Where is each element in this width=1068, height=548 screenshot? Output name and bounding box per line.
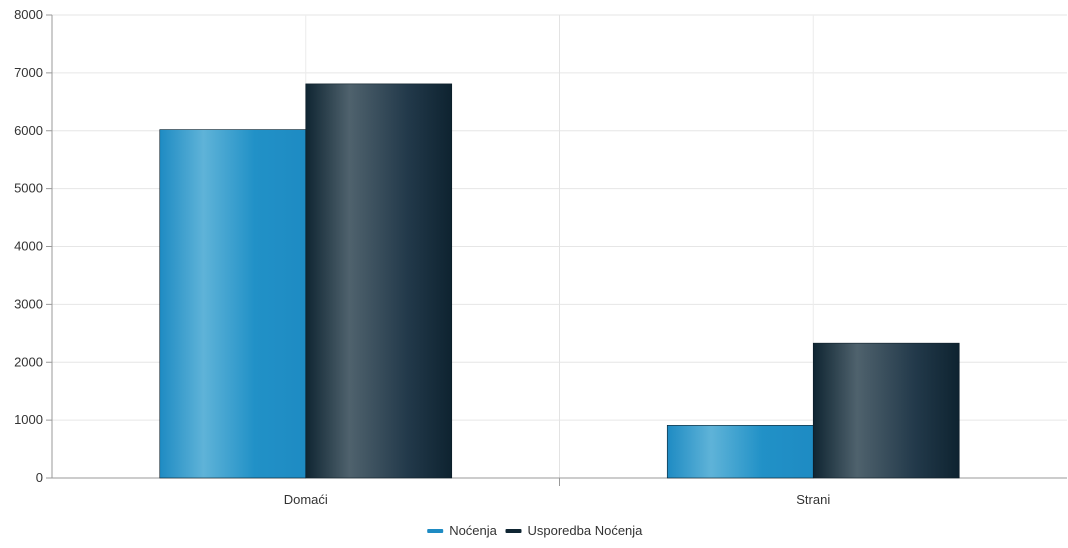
- y-tick-label: 3000: [14, 296, 43, 311]
- bar-usporedba-nocenja-1[interactable]: [812, 342, 960, 479]
- legend-label: Usporedba Noćenja: [528, 523, 644, 538]
- y-tick-label: 2000: [14, 354, 43, 369]
- y-tick-label: 8000: [14, 7, 43, 22]
- y-tick-label: 0: [36, 470, 43, 485]
- y-tick-label: 5000: [14, 181, 43, 196]
- legend-swatch: [427, 529, 444, 533]
- bars: [159, 83, 960, 479]
- x-tick-label: Strani: [796, 492, 830, 507]
- y-tick-label: 6000: [14, 123, 43, 138]
- y-tick-label: 1000: [14, 412, 43, 427]
- bar-nocenja-0[interactable]: [159, 129, 307, 479]
- legend-item-0[interactable]: Noćenja: [427, 523, 498, 538]
- legend-swatch: [505, 529, 522, 533]
- legend-label: Noćenja: [449, 523, 497, 538]
- y-tick-label: 7000: [14, 65, 43, 80]
- legend-item-1[interactable]: Usporedba Noćenja: [505, 523, 644, 538]
- y-tick-label: 4000: [14, 239, 43, 254]
- bar-nocenja-1[interactable]: [666, 425, 814, 479]
- axis-labels: 0 1000 2000 3000 4000 5000 6000 7000 8000 Domaći S…: [14, 7, 830, 507]
- bar-usporedba-nocenja-0[interactable]: [305, 83, 453, 479]
- legend: Noćenja Usporedba Noćenja: [427, 523, 643, 538]
- x-tick-label: Domaći: [284, 492, 328, 507]
